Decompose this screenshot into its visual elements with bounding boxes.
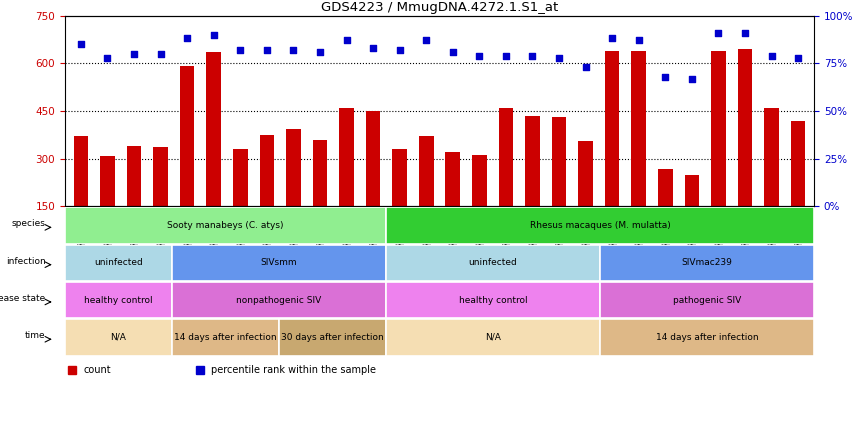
Bar — [279, 319, 386, 356]
Point — [792, 54, 805, 61]
Text: species: species — [11, 219, 46, 228]
Bar — [233, 149, 248, 206]
Bar — [206, 52, 221, 206]
Point — [473, 52, 487, 59]
Point — [207, 31, 221, 38]
Bar — [764, 108, 779, 206]
Bar — [172, 319, 279, 356]
Point — [366, 44, 380, 52]
Text: infection: infection — [6, 257, 46, 266]
Text: disease state: disease state — [0, 294, 46, 303]
Bar — [260, 135, 275, 206]
Bar — [604, 51, 619, 206]
Bar — [499, 108, 514, 206]
Bar — [386, 207, 814, 244]
Text: uninfected: uninfected — [94, 258, 143, 267]
Point — [153, 50, 167, 57]
Bar — [600, 282, 814, 318]
Point — [180, 35, 194, 42]
Bar — [286, 128, 301, 206]
Text: count: count — [84, 365, 112, 375]
Text: Rhesus macaques (M. mulatta): Rhesus macaques (M. mulatta) — [530, 221, 670, 230]
Bar — [578, 141, 593, 206]
Bar — [472, 155, 487, 206]
Point — [738, 29, 752, 36]
Text: 14 days after infection: 14 days after infection — [174, 333, 277, 342]
Point — [313, 48, 326, 56]
Text: nonpathogenic SIV: nonpathogenic SIV — [236, 296, 321, 305]
Point — [392, 46, 406, 53]
Bar — [552, 117, 566, 206]
Bar — [65, 245, 172, 281]
Text: pathogenic SIV: pathogenic SIV — [673, 296, 741, 305]
Title: GDS4223 / MmugDNA.4272.1.S1_at: GDS4223 / MmugDNA.4272.1.S1_at — [321, 1, 558, 14]
Bar — [172, 282, 386, 318]
Point — [419, 37, 433, 44]
Text: uninfected: uninfected — [469, 258, 517, 267]
Bar — [684, 174, 699, 206]
Bar — [738, 49, 753, 206]
Bar — [525, 116, 540, 206]
Text: percentile rank within the sample: percentile rank within the sample — [211, 365, 376, 375]
Bar — [631, 51, 646, 206]
Point — [339, 37, 353, 44]
Text: N/A: N/A — [111, 333, 126, 342]
Point — [632, 37, 646, 44]
Text: N/A: N/A — [485, 333, 501, 342]
Bar — [172, 245, 386, 281]
Bar — [313, 140, 327, 206]
Point — [685, 75, 699, 82]
Bar — [386, 282, 600, 318]
Bar — [445, 152, 460, 206]
Bar — [386, 245, 600, 281]
Bar — [100, 156, 115, 206]
Point — [605, 35, 619, 42]
Point — [578, 63, 592, 71]
Bar — [386, 319, 600, 356]
Text: time: time — [25, 331, 46, 340]
Point — [553, 54, 566, 61]
Bar — [365, 111, 380, 206]
Point — [100, 54, 114, 61]
Bar — [392, 149, 407, 206]
Bar — [658, 169, 673, 206]
Text: healthy control: healthy control — [84, 296, 152, 305]
Point — [526, 52, 540, 59]
Bar — [74, 136, 88, 206]
Text: SIVsmm: SIVsmm — [261, 258, 297, 267]
Bar — [600, 245, 814, 281]
Point — [712, 29, 726, 36]
Point — [499, 52, 513, 59]
Bar — [65, 207, 386, 244]
Point — [287, 46, 301, 53]
Bar — [600, 319, 814, 356]
Text: 30 days after infection: 30 days after infection — [281, 333, 384, 342]
Bar — [711, 51, 726, 206]
Point — [446, 48, 460, 56]
Point — [765, 52, 779, 59]
Bar — [153, 147, 168, 206]
Text: 14 days after infection: 14 days after infection — [656, 333, 759, 342]
Bar — [65, 319, 172, 356]
Bar — [126, 146, 141, 206]
Point — [233, 46, 247, 53]
Bar — [791, 121, 805, 206]
Bar — [339, 108, 354, 206]
Bar — [65, 282, 172, 318]
Text: SIVmac239: SIVmac239 — [682, 258, 733, 267]
Bar — [180, 67, 195, 206]
Point — [260, 46, 274, 53]
Text: Sooty manabeys (C. atys): Sooty manabeys (C. atys) — [167, 221, 284, 230]
Text: healthy control: healthy control — [459, 296, 527, 305]
Point — [658, 73, 672, 80]
Bar — [419, 136, 434, 206]
Point — [127, 50, 141, 57]
Point — [74, 41, 87, 48]
